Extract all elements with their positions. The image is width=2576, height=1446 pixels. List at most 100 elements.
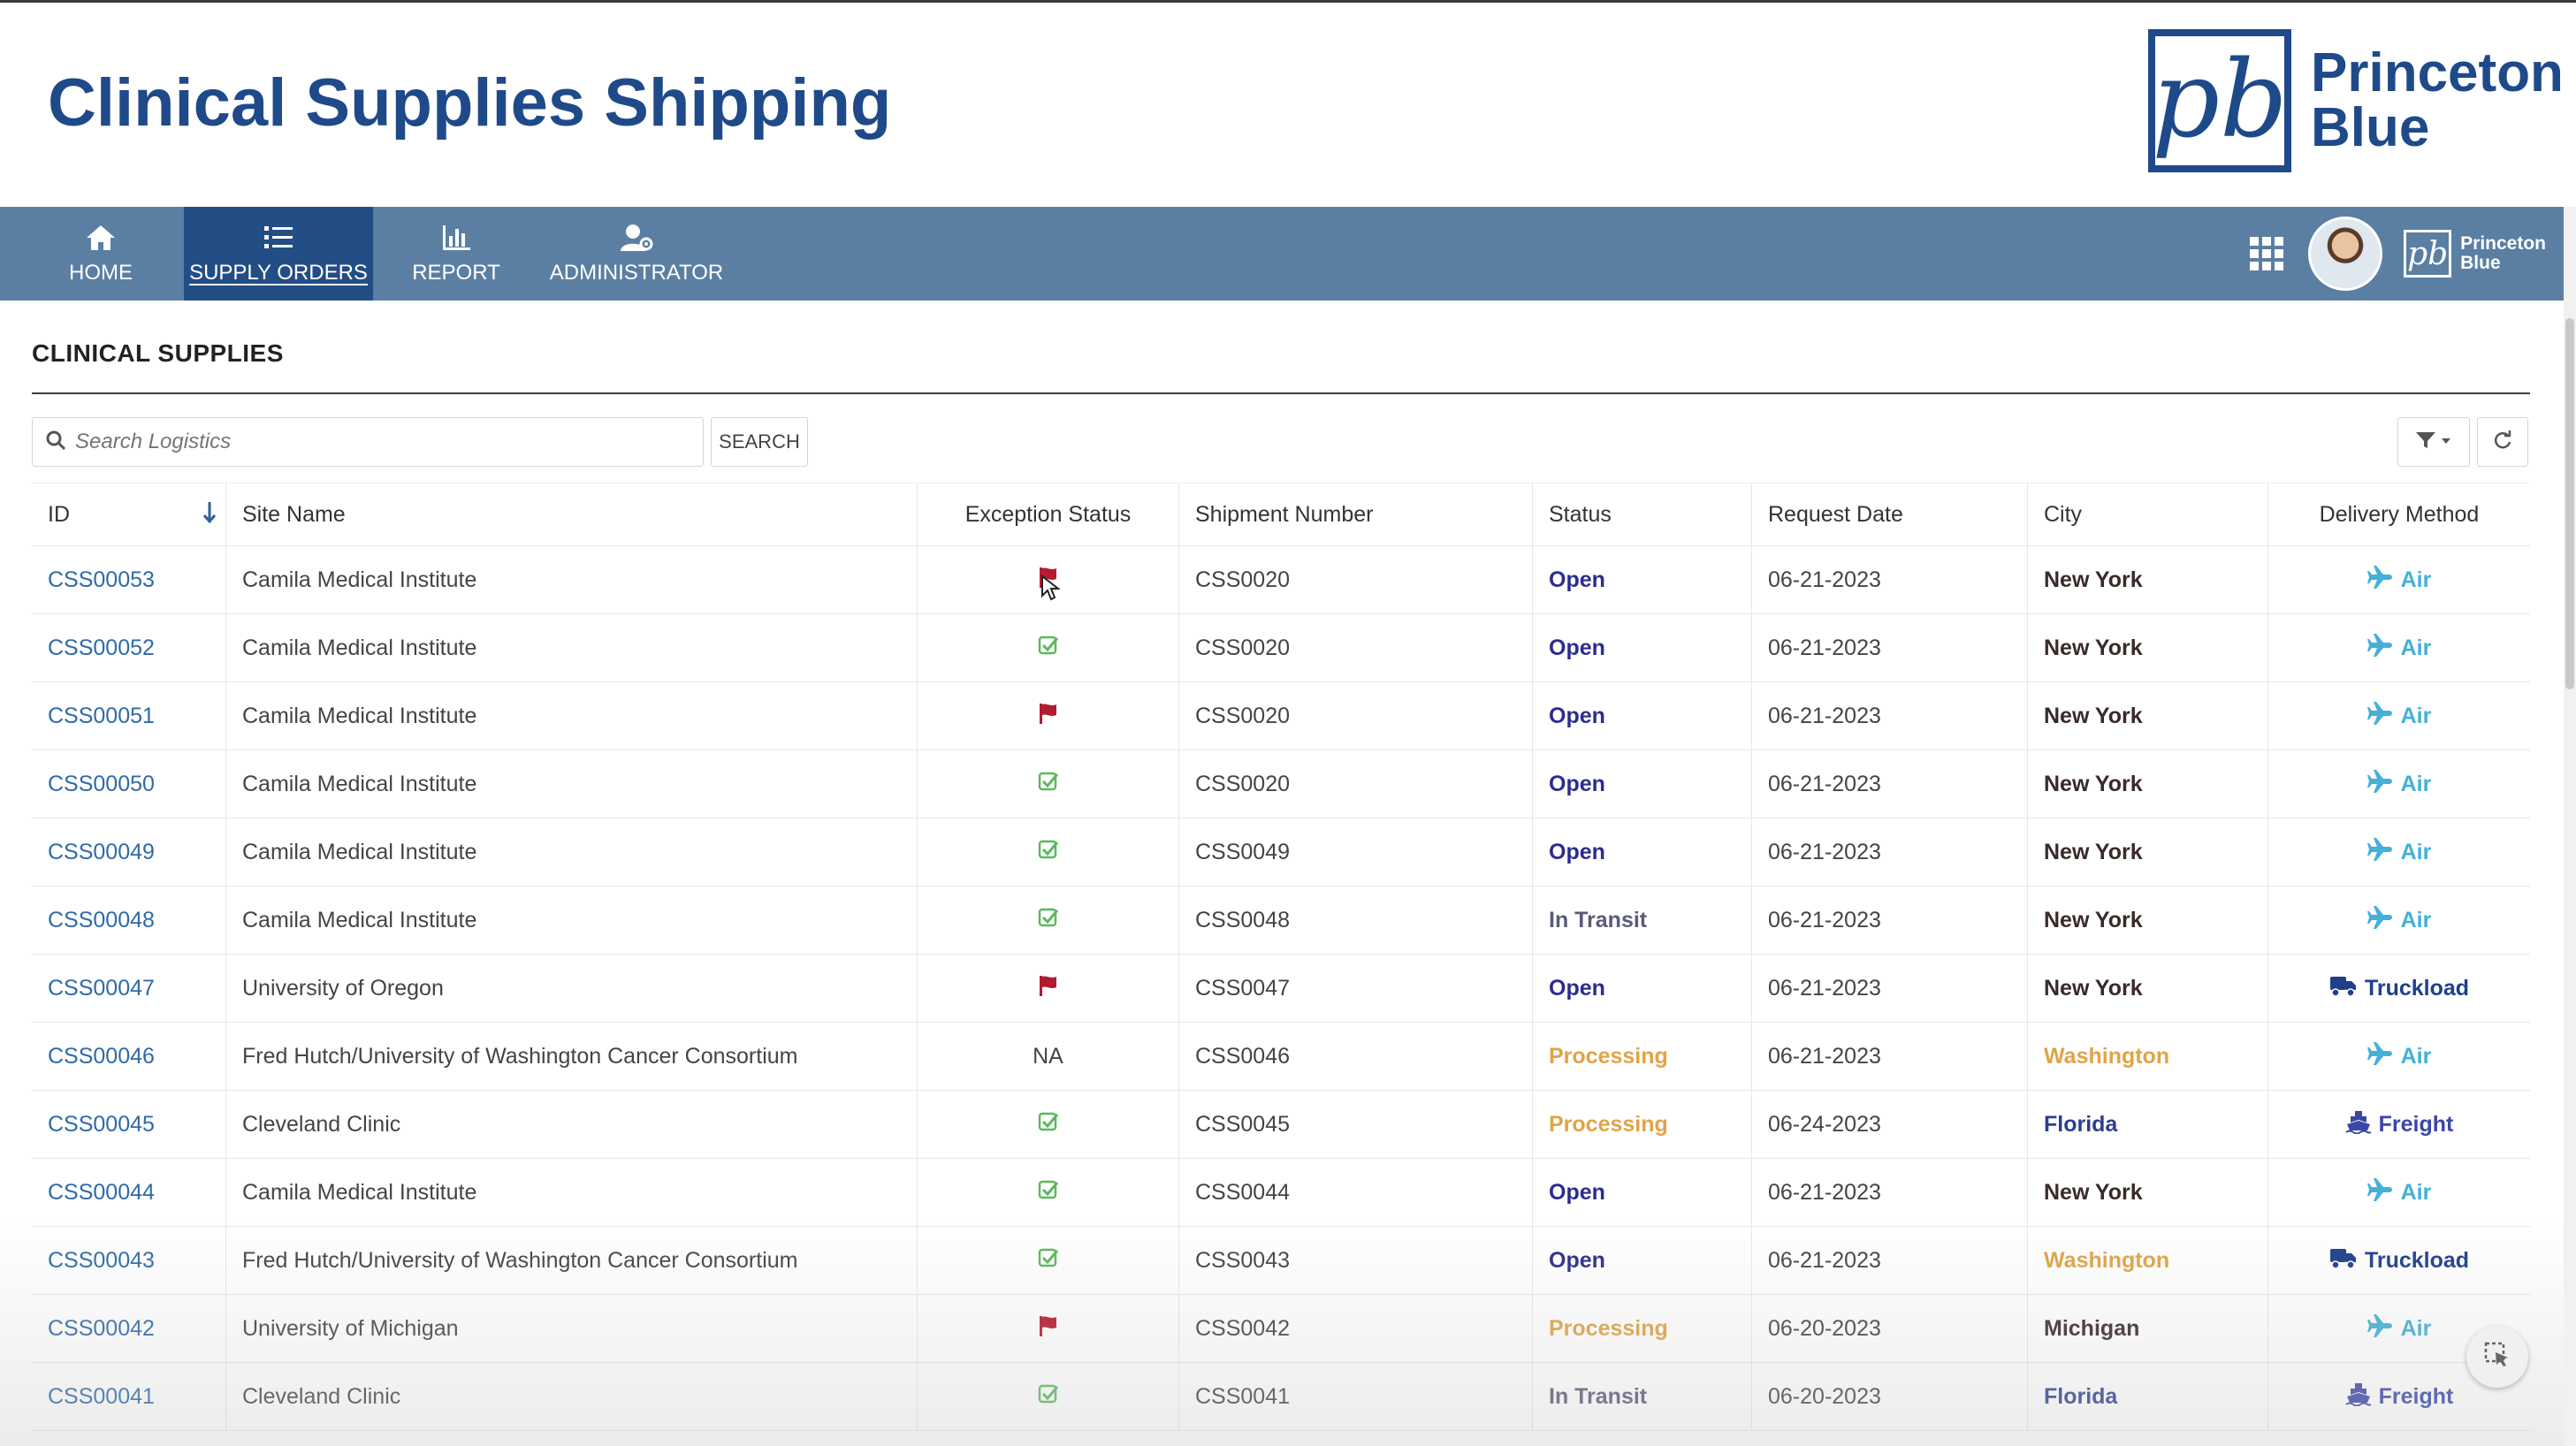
cell-request-date: 06-21-2023 [1752,1227,2028,1294]
cell-status: Open [1533,546,1752,613]
column-header-shipment-number[interactable]: Shipment Number [1179,483,1533,545]
plane-icon [2366,701,2401,732]
plane-icon [2366,1313,2401,1344]
search-button[interactable]: SEARCH [711,417,808,467]
plane-icon [2366,769,2401,800]
column-header-status[interactable]: Status [1533,483,1752,545]
column-header-id[interactable]: ID [32,483,226,545]
cell-shipment-number: CSS0048 [1179,887,1533,954]
column-header-city[interactable]: City [2028,483,2268,545]
filter-button[interactable] [2397,417,2470,467]
check-icon [1038,1111,1059,1138]
cell-status: Open [1533,682,1752,750]
cell-delivery-method: Truckload [2268,1227,2530,1294]
table-row[interactable]: CSS00048 Camila Medical Institute CSS0048 I… [32,887,2530,955]
cell-id: CSS00049 [32,818,226,886]
cell-site-name: Camila Medical Institute [226,818,918,886]
truck-icon [2329,1246,2365,1275]
brand-name: Princeton Blue [2311,42,2564,158]
cell-shipment-number: CSS0049 [1179,818,1533,886]
delivery-label: Air [2400,771,2432,796]
check-icon [1038,771,1059,798]
order-id-link[interactable]: CSS00053 [48,567,155,592]
cell-id: CSS00050 [32,750,226,818]
table-row[interactable]: CSS00046 Fred Hutch/University of Washing… [32,1023,2530,1091]
nav-report[interactable]: REPORT [408,207,504,301]
cell-id: CSS00052 [32,614,226,681]
cell-status: Processing [1533,1295,1752,1362]
cell-city: Florida [2028,1091,2268,1158]
app-grid-icon[interactable] [2250,237,2284,270]
table-row[interactable]: CSS00042 University of Michigan CSS0042 Pro… [32,1295,2530,1363]
cell-exception-status [918,750,1179,818]
cell-status: Open [1533,750,1752,818]
table-row[interactable]: CSS00045 Cleveland Clinic CSS0045 Processin… [32,1091,2530,1159]
cell-id: CSS00042 [32,1295,226,1362]
flag-icon [1037,1314,1060,1343]
cell-request-date: 06-21-2023 [1752,614,2028,681]
cell-shipment-number: CSS0046 [1179,1023,1533,1090]
column-header-delivery-method[interactable]: Delivery Method [2319,501,2480,527]
table-row[interactable]: CSS00052 Camila Medical Institute CSS0020 O… [32,614,2530,682]
refresh-icon [2492,430,2513,455]
refresh-button[interactable] [2477,417,2528,467]
order-id-link[interactable]: CSS00050 [48,771,155,796]
cell-shipment-number: CSS0047 [1179,955,1533,1022]
cell-request-date: 06-21-2023 [1752,546,2028,613]
home-icon [85,222,117,254]
table-row[interactable]: CSS00050 Camila Medical Institute CSS0020 O… [32,750,2530,818]
table-row[interactable]: CSS00049 Camila Medical Institute CSS0049 O… [32,818,2530,887]
logo-mark-icon: pb [2404,230,2452,278]
mouse-pointer-icon [1040,574,1061,605]
table-row[interactable]: CSS00051 Camila Medical Institute CSS0020 O… [32,682,2530,750]
cell-exception-status [918,1363,1179,1430]
filter-icon [2414,430,2453,455]
cell-request-date: 06-21-2023 [1752,955,2028,1022]
order-id-link[interactable]: CSS00047 [48,975,155,1001]
order-id-link[interactable]: CSS00042 [48,1315,155,1341]
order-id-link[interactable]: CSS00043 [48,1247,155,1273]
order-id-link[interactable]: CSS00052 [48,635,155,660]
table-row[interactable]: CSS00053 Camila Medical Institute CSS0020 O… [32,546,2530,614]
cell-city: Florida [2028,1363,2268,1430]
floating-select-button[interactable] [2466,1326,2528,1388]
search-input[interactable] [75,430,676,454]
cell-shipment-number: CSS0020 [1179,682,1533,750]
cell-delivery-method: Air [2268,1159,2530,1226]
cell-site-name: Camila Medical Institute [226,614,918,681]
search-field[interactable] [32,417,704,467]
table-row[interactable]: CSS00047 University of Oregon CSS0047 Open 0… [32,955,2530,1023]
cell-city: New York [2028,818,2268,886]
cell-status: In Transit [1533,887,1752,954]
flag-icon [1037,702,1060,731]
nav-administrator[interactable]: ADMINISTRATOR [550,207,723,301]
order-id-link[interactable]: CSS00049 [48,839,155,864]
nav-home[interactable]: HOME [53,207,149,301]
user-avatar[interactable] [2308,217,2383,291]
order-id-link[interactable]: CSS00044 [48,1179,155,1205]
column-header-request-date[interactable]: Request Date [1752,483,2028,545]
cell-city: New York [2028,750,2268,818]
sort-down-icon[interactable] [202,500,217,529]
cell-exception-status [918,818,1179,886]
order-id-link[interactable]: CSS00045 [48,1111,155,1137]
table-row[interactable]: CSS00043 Fred Hutch/University of Washing… [32,1227,2530,1295]
table-row[interactable]: CSS00044 Camila Medical Institute CSS0044 O… [32,1159,2530,1227]
nav-supply-orders[interactable]: SUPPLY ORDERS [184,207,373,301]
column-header-site-name[interactable]: Site Name [226,483,918,545]
table-row[interactable]: CSS00041 Cleveland Clinic CSS0041 In Transi… [32,1363,2530,1431]
brand-logo: pb Princeton Blue [2148,29,2564,172]
scrollbar-thumb[interactable] [2565,318,2574,689]
cell-request-date: 06-20-2023 [1752,1295,2028,1362]
order-id-link[interactable]: CSS00051 [48,703,155,728]
column-header-exception-status[interactable]: Exception Status [918,483,1179,545]
order-id-link[interactable]: CSS00041 [48,1383,155,1409]
cell-id: CSS00051 [32,682,226,750]
cell-site-name: Cleveland Clinic [226,1363,918,1430]
cell-exception-status [918,955,1179,1022]
cell-exception-status [918,1227,1179,1294]
order-id-link[interactable]: CSS00046 [48,1043,155,1069]
order-id-link[interactable]: CSS00048 [48,907,155,932]
cell-exception-status: NA [918,1023,1179,1090]
cell-id: CSS00041 [32,1363,226,1430]
